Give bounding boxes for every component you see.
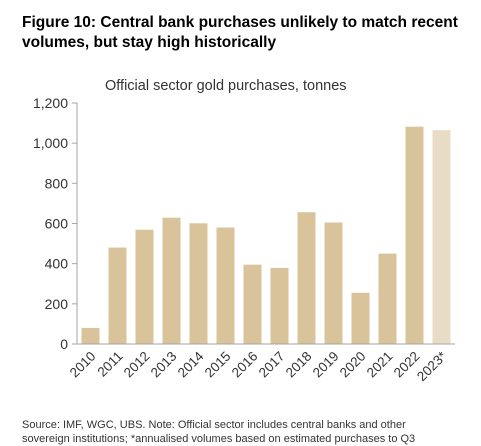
x-tick-label: 2023* (414, 348, 450, 384)
bar-2015 (216, 227, 235, 344)
bar-2019 (324, 222, 343, 344)
bar-2011 (108, 247, 127, 344)
bar-2023-estimate (432, 130, 451, 344)
x-tick-label: 2017 (256, 349, 288, 381)
y-tick-label: 0 (60, 336, 68, 352)
bars (81, 126, 451, 344)
y-axis: 0 200 400 600 800 1,000 1,200 (33, 95, 78, 352)
bar-2016 (243, 264, 262, 344)
x-tick-label: 2014 (175, 348, 207, 380)
x-tick-label: 2012 (121, 349, 153, 381)
y-tick-label: 1,000 (33, 135, 68, 151)
bar-2010 (81, 327, 100, 344)
chart-title: Official sector gold purchases, tonnes (105, 78, 347, 94)
source-note-line-1: Source: IMF, WGC, UBS. Note: Official se… (22, 419, 406, 431)
y-tick-label: 600 (45, 216, 69, 232)
x-tick-label: 2018 (283, 349, 315, 381)
y-tick-label: 1,200 (33, 95, 68, 111)
source-note: Source: IMF, WGC, UBS. Note: Official se… (22, 418, 481, 446)
y-tick-label: 200 (45, 296, 69, 312)
x-tick-label: 2020 (337, 349, 369, 381)
bar-2020 (351, 292, 370, 344)
x-tick-label: 2011 (94, 349, 125, 380)
bar-chart: 0 200 400 600 800 1,000 1,200 2010201120122013… (33, 95, 455, 384)
bar-2022 (405, 126, 424, 344)
bar-2012 (135, 229, 154, 344)
x-tick-label: 2021 (364, 349, 396, 381)
x-tick-label: 2019 (310, 349, 342, 381)
bar-2013 (162, 217, 181, 344)
bar-2018 (297, 212, 316, 344)
x-tick-label: 2015 (202, 349, 234, 381)
figure-title: Figure 10: Central bank purchases unlike… (22, 14, 458, 51)
source-note-line-2: sovereign institutions; *annualised volu… (22, 433, 416, 445)
bar-2014 (189, 223, 208, 344)
x-tick-label: 2013 (148, 349, 180, 381)
bar-2017 (270, 267, 289, 344)
y-tick-label: 800 (45, 175, 69, 191)
bar-2021 (378, 253, 397, 344)
y-tick-label: 400 (45, 256, 69, 272)
x-tick-label: 2010 (67, 349, 99, 381)
x-axis: 2010201120122013201420152016201720182019… (67, 343, 455, 384)
x-tick-label: 2016 (229, 349, 261, 381)
